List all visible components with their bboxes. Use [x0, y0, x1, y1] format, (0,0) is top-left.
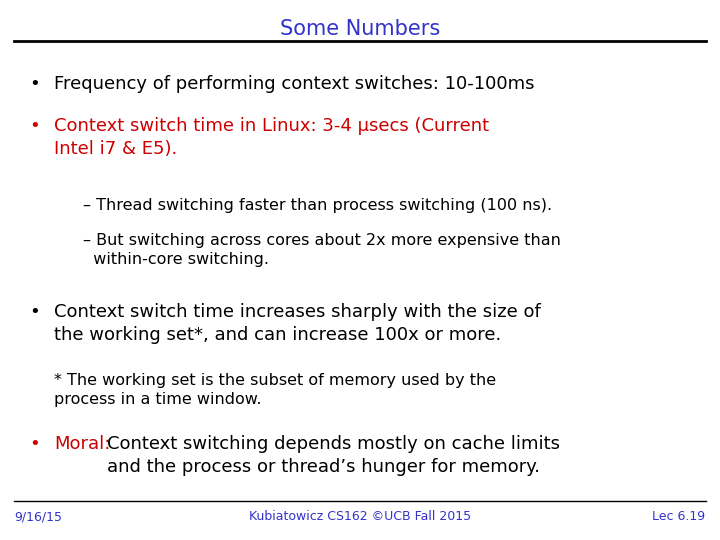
- Text: * The working set is the subset of memory used by the
process in a time window.: * The working set is the subset of memor…: [54, 373, 496, 407]
- Text: Frequency of performing context switches: 10-100ms: Frequency of performing context switches…: [54, 75, 534, 93]
- Text: •: •: [29, 117, 40, 135]
- Text: Lec 6.19: Lec 6.19: [652, 510, 706, 523]
- Text: Kubiatowicz CS162 ©UCB Fall 2015: Kubiatowicz CS162 ©UCB Fall 2015: [249, 510, 471, 523]
- Text: •: •: [29, 75, 40, 93]
- Text: Context switch time increases sharply with the size of
the working set*, and can: Context switch time increases sharply wi…: [54, 303, 541, 344]
- Text: •: •: [29, 435, 40, 453]
- Text: Context switching depends mostly on cache limits
and the process or thread’s hun: Context switching depends mostly on cach…: [107, 435, 559, 476]
- Text: – But switching across cores about 2x more expensive than
  within-core switchin: – But switching across cores about 2x mo…: [83, 233, 561, 267]
- Text: Context switch time in Linux: 3-4 μsecs (Current
Intel i7 & E5).: Context switch time in Linux: 3-4 μsecs …: [54, 117, 489, 158]
- Text: – Thread switching faster than process switching (100 ns).: – Thread switching faster than process s…: [83, 198, 552, 213]
- Text: 9/16/15: 9/16/15: [14, 510, 63, 523]
- Text: Some Numbers: Some Numbers: [280, 19, 440, 39]
- Text: Moral:: Moral:: [54, 435, 110, 453]
- Text: •: •: [29, 303, 40, 321]
